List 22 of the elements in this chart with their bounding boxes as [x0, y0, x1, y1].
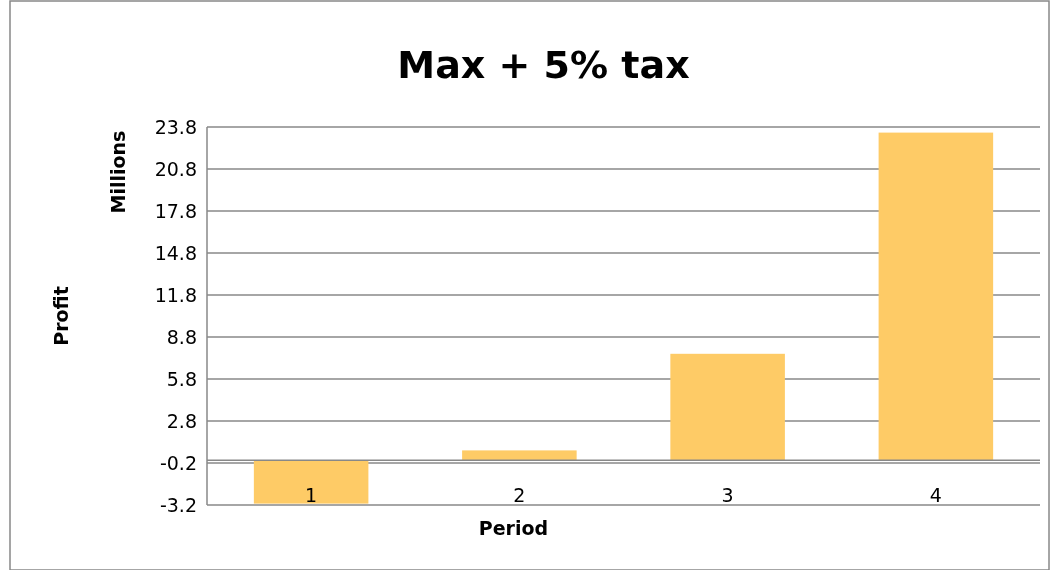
- chart-title: Max + 5% tax: [397, 43, 690, 87]
- text: Millions: [107, 130, 129, 214]
- y-tick-label: -0.2: [159, 451, 197, 474]
- y-axis-title: Profit: [50, 286, 72, 346]
- x-tick-label: 3: [721, 484, 734, 506]
- bar: [670, 353, 785, 461]
- y-tick-label: 8.8: [166, 325, 197, 348]
- y-tick-label: 20.8: [154, 157, 197, 180]
- x-tick-label: 2: [513, 484, 526, 506]
- x-axis-title: Period: [478, 517, 549, 539]
- bar: [462, 450, 577, 461]
- y-tick-label: 11.8: [154, 283, 197, 306]
- bar: [253, 460, 369, 504]
- x-tick-label: 1: [305, 484, 318, 506]
- y-tick-label: -3.2: [159, 493, 197, 516]
- y-tick-label: 17.8: [154, 199, 197, 222]
- bar: [878, 132, 994, 461]
- y-tick-label: 14.8: [154, 241, 197, 264]
- y-tick-label: 5.8: [166, 367, 197, 390]
- y-tick-label: 23.8: [154, 115, 197, 138]
- y-tick-label: 2.8: [166, 409, 197, 432]
- x-tick-label: 4: [929, 484, 942, 506]
